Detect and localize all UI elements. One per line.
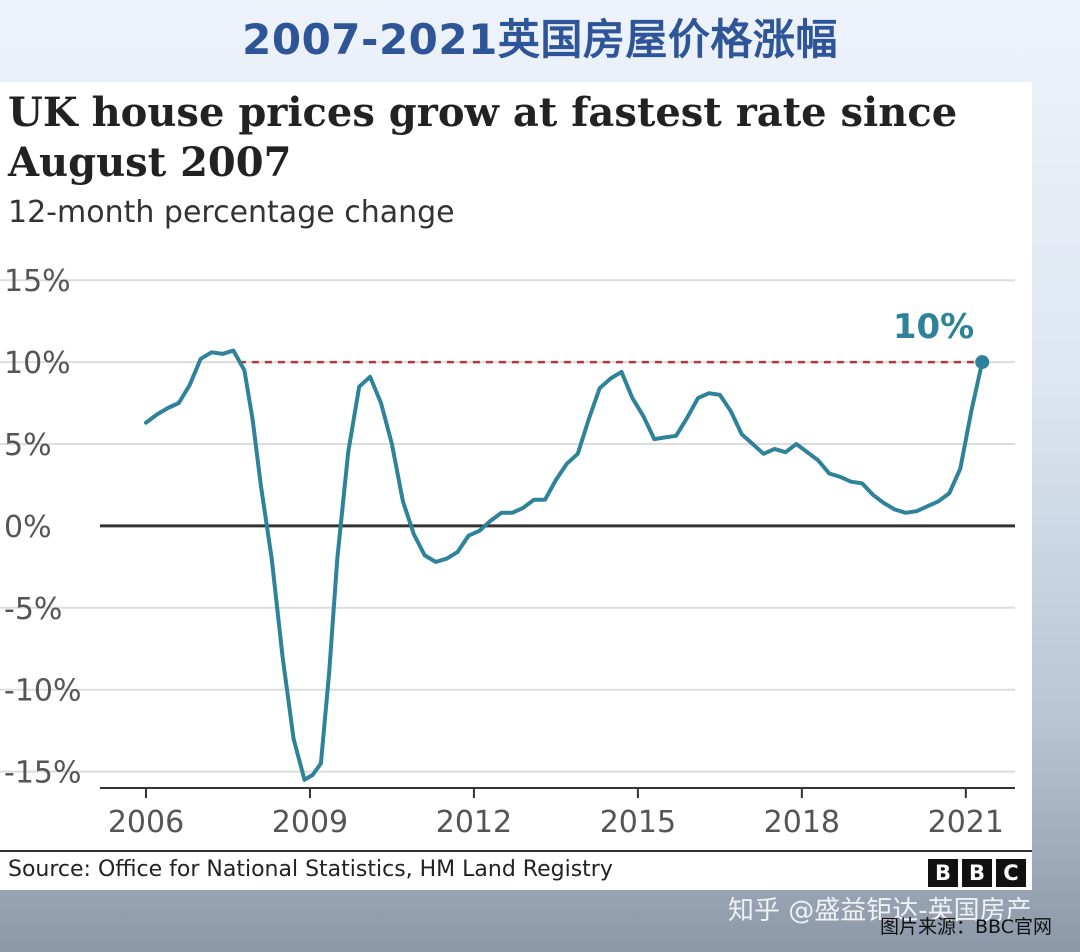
bbc-logo-letter: B (928, 859, 958, 887)
chart-card: UK house prices grow at fastest rate sin… (0, 82, 1032, 890)
source-note: Source: Office for National Statistics, … (8, 857, 613, 882)
x-tick-label: 2015 (600, 805, 676, 840)
y-tick-label: 0% (4, 510, 52, 545)
x-tick-label: 2012 (436, 805, 512, 840)
x-tick-label: 2018 (764, 805, 840, 840)
bbc-logo: B B C (928, 859, 1026, 887)
chart-title: UK house prices grow at fastest rate sin… (8, 89, 958, 186)
line-chart: 15% 10% 5% 0% -5% -10% -15% 2006 2009 2012 2015 201… (0, 264, 1015, 840)
image-credit: 图片来源：BBC官网 (880, 916, 1053, 938)
series-line (144, 348, 985, 782)
bbc-logo-letter: B (962, 859, 992, 887)
y-tick-label: 5% (4, 428, 52, 463)
latest-point-label: 10% (893, 307, 974, 347)
y-tick-label: 15% (4, 264, 71, 299)
zhihu-watermark: 知乎 @盛益钜达-英国房产 (728, 896, 1032, 926)
source-divider (0, 850, 1032, 852)
chart-subtitle: 12-month percentage change (8, 195, 455, 230)
slide-title: 2007-2021英国房屋价格涨幅 (242, 15, 838, 64)
y-tick-label: -5% (4, 592, 62, 627)
y-tick-label: -15% (4, 756, 82, 791)
y-tick-label: 10% (4, 346, 71, 381)
x-tick-label: 2006 (108, 805, 184, 840)
latest-point (975, 355, 990, 370)
bbc-logo-letter: C (996, 859, 1026, 887)
x-tick-label: 2009 (272, 805, 348, 840)
x-tick-label: 2021 (928, 805, 1004, 840)
y-tick-label: -10% (4, 674, 82, 709)
